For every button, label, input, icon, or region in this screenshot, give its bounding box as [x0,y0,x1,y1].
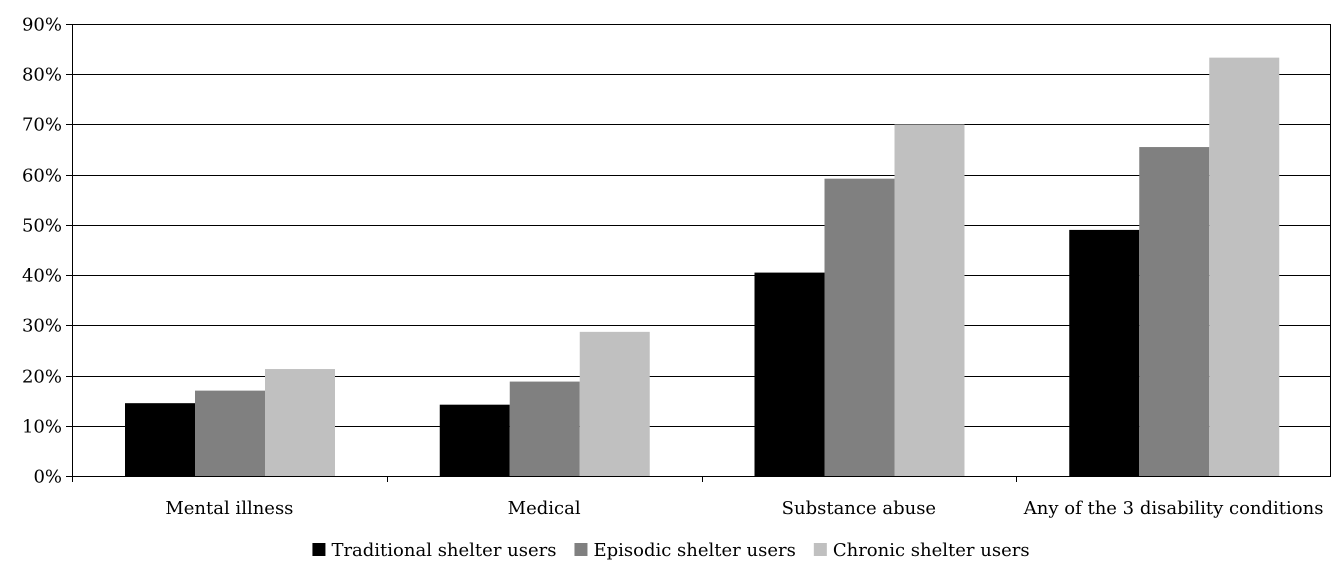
y-tick-label: 60% [22,166,62,187]
bar-1-1 [125,403,195,476]
y-tick-label: 40% [22,266,62,287]
bars [125,57,1280,477]
y-tick-label: 10% [22,417,62,438]
legend-label: Traditional shelter users [331,540,556,561]
legend-item: Episodic shelter users [574,540,796,561]
bar-3-3 [894,124,965,476]
y-tick-label: 0% [33,467,62,488]
labels: 0% 10% 20% 30% 40% 50% 60% 70% 80% 90% Mental illn… [22,15,1323,520]
bar-1-4 [1069,229,1140,476]
x-category-label: Substance abuse [782,498,936,519]
bar-2-3 [824,178,895,476]
legend-swatch [813,543,827,556]
y-tick-label: 30% [22,316,62,337]
legend-label: Chronic shelter users [833,540,1030,561]
bar-2-2 [509,381,580,476]
y-tick-label: 70% [22,115,62,136]
bar-1-3 [754,272,825,476]
x-category-label: Any of the 3 disability conditions [1023,498,1324,519]
y-tick-label: 20% [22,367,62,388]
bar-3-4 [1209,57,1280,476]
bar-3-2 [579,331,650,476]
bar-2-4 [1139,147,1210,477]
y-tick-label: 90% [22,15,62,36]
x-category-label: Medical [508,498,581,519]
axes [66,24,1331,482]
legend-label: Episodic shelter users [593,540,795,561]
legend: Traditional shelter users Episodic shelte… [312,540,1030,561]
x-category-label: Mental illness [165,498,293,519]
legend-item: Chronic shelter users [813,540,1030,561]
legend-swatch [312,543,326,556]
bar-1-2 [439,404,510,476]
y-tick-label: 80% [22,65,62,86]
bar-2-1 [195,390,265,476]
bar-3-1 [265,369,335,476]
y-tick-label: 50% [22,216,62,237]
legend-swatch [574,543,588,556]
legend-item: Traditional shelter users [312,540,556,561]
